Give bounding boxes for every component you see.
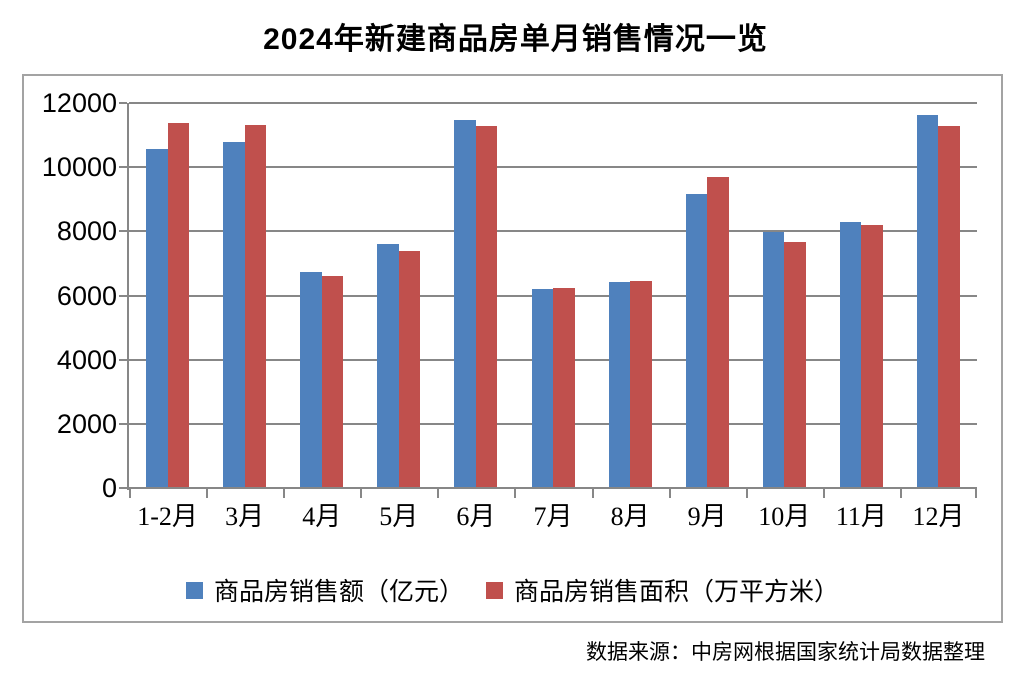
legend-label-sales-area: 商品房销售面积（万平方米） (514, 579, 840, 606)
x-tick-2 (283, 489, 285, 498)
y-axis-tick-label: 10000 (41, 152, 117, 182)
bar-area-10月 (784, 242, 806, 487)
y-axis-tick-label: 8000 (56, 216, 117, 246)
gridline-8000 (129, 230, 977, 232)
x-axis-tick-label: 4月 (302, 502, 342, 531)
bar-amount-6月 (454, 120, 476, 487)
x-axis-tick-label: 9月 (687, 502, 727, 531)
x-tick-10 (900, 489, 902, 498)
y-tick-0 (119, 487, 127, 489)
bar-area-1-2月 (167, 123, 190, 487)
bar-area-4月 (321, 276, 344, 487)
bar-area-6月 (475, 126, 498, 487)
legend-swatch-sales-amount (185, 581, 203, 599)
x-axis-tick-label: 1-2月 (137, 502, 198, 531)
bar-area-9月 (707, 177, 729, 487)
x-tick-0 (129, 489, 131, 498)
gridline-12000 (129, 102, 977, 104)
x-tick-7 (669, 489, 671, 498)
legend: 商品房销售额（亿元） 商品房销售面积（万平方米） (24, 572, 1001, 608)
bar-amount-10月 (762, 231, 785, 487)
legend-item-sales-amount: 商品房销售额（亿元） (185, 572, 464, 608)
bar-area-3月 (244, 125, 267, 487)
plot-area (119, 102, 977, 498)
legend-swatch-sales-area (486, 581, 503, 599)
x-tick-8 (746, 489, 748, 498)
y-tick-2000 (119, 423, 127, 425)
x-axis-line (127, 487, 977, 489)
gridline-10000 (129, 166, 977, 168)
bar-area-11月 (861, 224, 883, 487)
bar-amount-1-2月 (146, 148, 168, 487)
x-tick-4 (437, 489, 439, 498)
bar-area-5月 (398, 250, 421, 487)
bar-amount-7月 (531, 288, 553, 487)
bar-amount-9月 (685, 193, 708, 487)
x-tick-6 (592, 489, 594, 498)
y-axis-labels: 0 2000 4000 6000 8000 10000 12000 (24, 88, 117, 503)
y-tick-10000 (119, 166, 127, 168)
y-axis-tick-label: 6000 (56, 281, 117, 311)
bar-amount-11月 (839, 222, 862, 487)
y-axis-tick-label: 12000 (41, 88, 117, 118)
legend-item-sales-area: 商品房销售面积（万平方米） (486, 572, 839, 608)
x-axis-tick-label: 6月 (456, 502, 496, 531)
x-axis-tick-label: 8月 (610, 502, 650, 531)
y-axis-tick-label: 4000 (56, 345, 117, 375)
bar-amount-4月 (300, 272, 322, 487)
x-axis-tick-label: 12月 (912, 502, 965, 531)
legend-label-sales-amount: 商品房销售额（亿元） (213, 579, 464, 606)
y-axis-tick-label: 2000 (56, 409, 117, 439)
x-axis-tick-label: 11月 (835, 502, 887, 531)
bar-amount-5月 (377, 243, 399, 487)
bar-area-8月 (630, 280, 652, 487)
y-tick-4000 (119, 359, 127, 361)
x-tick-5 (514, 489, 516, 498)
bar-area-7月 (553, 287, 575, 487)
x-axis-tick-label: 10月 (758, 502, 811, 531)
y-tick-12000 (119, 102, 127, 104)
x-tick-3 (360, 489, 362, 498)
x-axis-tick-label: 5月 (379, 502, 419, 531)
y-tick-8000 (119, 230, 127, 232)
y-axis-line (127, 103, 129, 490)
x-tick-11 (975, 489, 977, 498)
x-tick-1 (206, 489, 208, 498)
bar-amount-12月 (916, 115, 939, 487)
x-axis-tick-label: 7月 (533, 502, 573, 531)
data-source-note: 数据来源：中房网根据国家统计局数据整理 (586, 641, 985, 664)
bar-area-12月 (938, 126, 960, 487)
bar-amount-3月 (223, 141, 245, 487)
bar-amount-8月 (608, 282, 631, 487)
y-tick-6000 (119, 295, 127, 297)
y-axis-tick-label: 0 (101, 473, 117, 503)
chart-title: 2024年新建商品房单月销售情况一览 (263, 23, 768, 56)
x-axis-labels: 1-2月 3月 4月 5月 6月 7月 8月 9月 10月 11月 12月 (129, 500, 977, 534)
x-axis-tick-label: 3月 (225, 502, 265, 531)
chart-panel: 0 2000 4000 6000 8000 10000 12000 1-2月 3月 4月 5月 6月… (22, 74, 1003, 623)
x-tick-9 (823, 489, 825, 498)
